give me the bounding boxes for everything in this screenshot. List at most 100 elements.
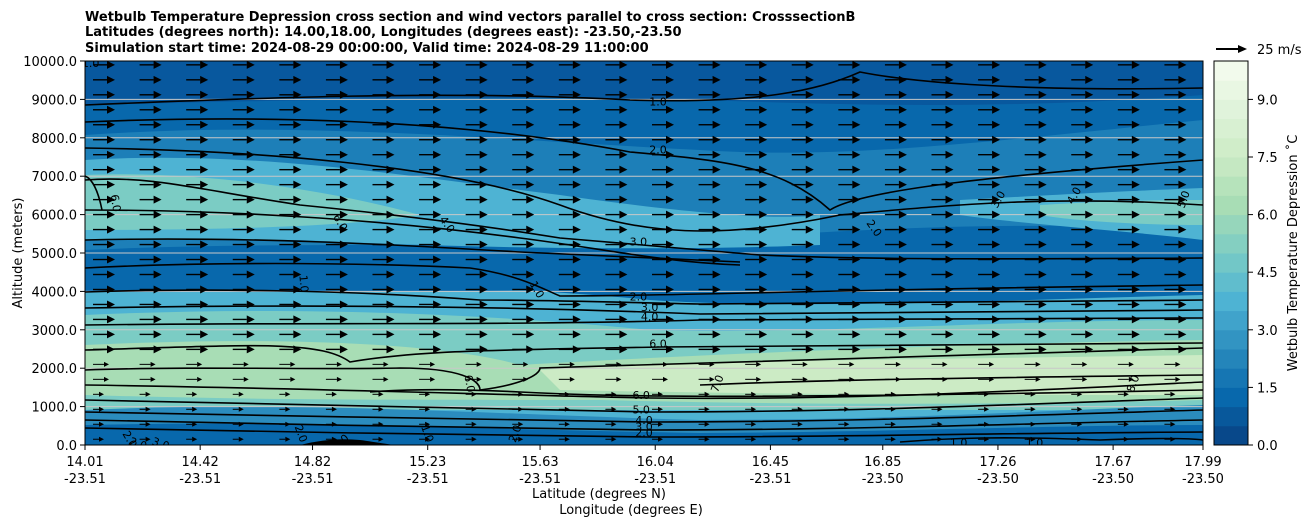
colorbar-segment xyxy=(1214,80,1248,100)
wind-vector xyxy=(1071,345,1094,354)
wind-vector xyxy=(791,255,814,264)
wind-vector xyxy=(139,345,162,354)
wind-vector xyxy=(1164,105,1187,114)
contour-label: 3.0 xyxy=(635,421,653,434)
wind-vector xyxy=(139,225,162,234)
wind-vector xyxy=(698,300,721,309)
wind-vector xyxy=(1117,270,1140,279)
wind-vector xyxy=(279,391,291,397)
wind-vector xyxy=(838,105,861,114)
contour-line xyxy=(85,419,1203,431)
wind-vector xyxy=(1117,105,1140,114)
contour-label: 1.0 xyxy=(418,423,436,444)
wind-vector xyxy=(512,421,524,427)
wind-vector xyxy=(558,376,575,382)
x-tick-label-lon: -23.51 xyxy=(407,472,449,487)
wind-vector xyxy=(838,345,861,354)
wind-vector xyxy=(1071,180,1094,189)
wind-vector xyxy=(1071,120,1094,129)
wind-vector xyxy=(279,61,302,69)
wind-vector xyxy=(838,436,850,442)
wind-vector xyxy=(791,105,814,114)
wind-vector xyxy=(605,315,628,324)
y-axis-label: Altitude (meters) xyxy=(11,198,26,309)
wind-vector xyxy=(1071,391,1083,397)
wind-vector xyxy=(512,210,535,219)
wind-vector xyxy=(605,165,628,174)
y-tick-label: 8000.0 xyxy=(32,132,78,147)
wind-vector xyxy=(884,90,907,99)
wind-vector xyxy=(232,421,244,427)
wind-vector xyxy=(465,391,477,397)
contour-line xyxy=(85,381,1203,400)
colorbar-segment xyxy=(1214,176,1248,196)
colorbar-segment xyxy=(1214,368,1248,388)
wind-vector xyxy=(139,406,151,412)
wind-vector xyxy=(698,105,721,114)
wind-vector xyxy=(558,315,581,324)
wind-vector xyxy=(745,90,768,99)
wind-vector xyxy=(558,75,581,84)
x-tick-label-lat: 17.99 xyxy=(1184,455,1221,470)
wind-vector xyxy=(1024,135,1047,144)
wind-vector xyxy=(1071,406,1083,412)
wind-vector xyxy=(745,270,768,279)
wind-vector xyxy=(279,75,302,84)
wind-vector xyxy=(978,391,990,397)
wind-vector xyxy=(884,330,907,339)
wind-vector xyxy=(931,315,954,324)
wind-vector xyxy=(325,255,348,264)
wind-vector xyxy=(931,150,954,159)
wind-vector xyxy=(558,165,581,174)
wind-vector xyxy=(93,75,115,84)
wind-vector xyxy=(1117,406,1129,412)
wind-vector xyxy=(884,150,907,159)
wind-vector xyxy=(279,120,302,129)
wind-vector xyxy=(139,210,162,219)
wind-vector xyxy=(419,255,442,264)
wind-vector xyxy=(745,330,768,339)
wind-vector xyxy=(1164,270,1187,279)
wind-vector xyxy=(372,195,395,204)
wind-vector xyxy=(791,270,814,279)
wind-vector xyxy=(279,361,296,367)
x-tick-label-lon: -23.51 xyxy=(179,472,221,487)
wind-vector xyxy=(1024,391,1036,397)
wind-vector xyxy=(838,210,861,219)
wind-vector xyxy=(1164,255,1187,264)
wind-vector xyxy=(605,75,628,84)
wind-vector xyxy=(186,315,209,324)
contour-line xyxy=(85,305,1203,315)
colorbar-segment xyxy=(1214,425,1248,446)
contour-label: 7.0 xyxy=(708,373,726,394)
wind-vector xyxy=(372,240,395,249)
x-tick-label-lon: -23.50 xyxy=(977,472,1019,487)
wind-vector xyxy=(465,345,488,354)
wind-vector xyxy=(1117,436,1129,442)
wind-vector xyxy=(1164,285,1187,294)
wind-vector xyxy=(1164,391,1176,397)
wind-vector xyxy=(465,240,488,249)
wind-vector xyxy=(884,376,901,382)
wind-vector xyxy=(232,436,244,442)
wind-vector xyxy=(605,105,628,114)
wind-vector xyxy=(279,105,302,114)
wind-vector xyxy=(1164,330,1187,339)
band-dry-pocket xyxy=(85,263,740,292)
wind-vector xyxy=(838,270,861,279)
wind-vector xyxy=(186,195,209,204)
wind-vector xyxy=(791,165,814,174)
wind-vector xyxy=(698,240,721,249)
wind-vector xyxy=(139,421,151,427)
wind-vector xyxy=(279,300,302,309)
wind-vector xyxy=(372,120,395,129)
wind-vector xyxy=(465,150,488,159)
wind-vector xyxy=(652,135,674,144)
wind-vector xyxy=(232,75,255,84)
wind-vector xyxy=(1071,330,1094,339)
wind-vector xyxy=(791,210,814,219)
wind-vector xyxy=(512,105,535,114)
wind-vector xyxy=(745,300,768,309)
wind-vector xyxy=(558,421,570,427)
wind-vector xyxy=(978,105,1001,114)
